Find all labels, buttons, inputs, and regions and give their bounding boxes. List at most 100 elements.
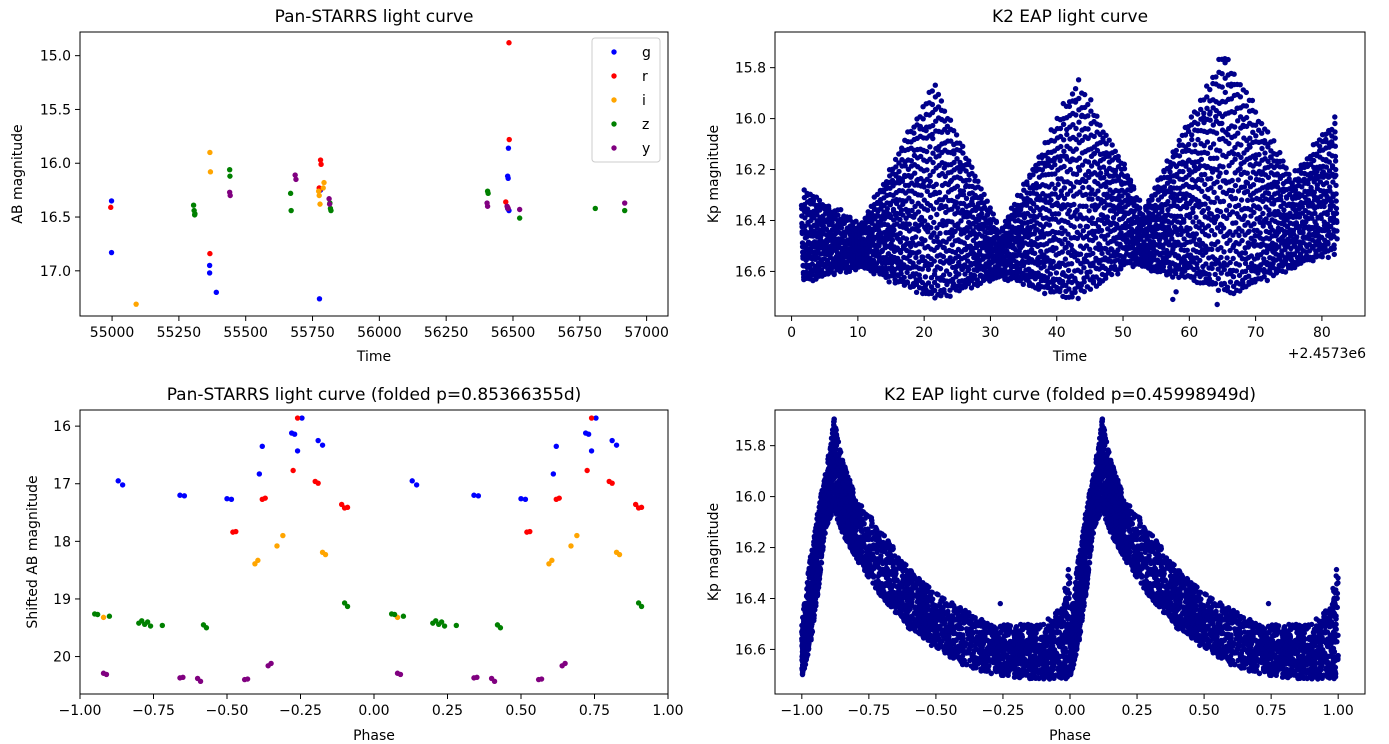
data-point-k2 [1325,241,1331,247]
data-point-k2 [1189,132,1195,138]
data-point-k2 [897,216,903,223]
data-point-k2 [930,168,936,175]
data-point-g [108,249,115,256]
data-point-k2 [1333,166,1339,173]
data-point-k2 [910,260,916,266]
data-point-k2 [1332,120,1338,127]
data-point-r [262,495,268,501]
data-point-k2 [963,195,970,202]
data-point-k2 [1227,279,1234,285]
data-point-k2 [1205,205,1211,212]
data-point-k2 [831,271,837,278]
x-tick-label: 80 [1313,325,1331,341]
data-point-k2 [1171,179,1177,185]
data-point-k2 [911,130,917,136]
data-point-k2 [1072,289,1078,295]
data-point-k2 [925,229,931,235]
data-point-r [584,467,590,474]
data-point-k2 [1223,169,1229,175]
x-axis-label: Time [1052,349,1087,365]
data-point-k2 [993,219,1000,226]
data-point-k2 [927,144,933,150]
data-point-k2 [897,249,904,256]
data-point-g [228,496,235,502]
data-point-k2 [1180,168,1186,175]
data-point-y [516,206,523,213]
data-point-k2 [1332,114,1338,120]
data-point-y [562,660,568,667]
data-point-k2 [973,244,980,251]
data-point-g [553,443,559,449]
data-point-k2 [956,271,962,277]
data-point-y [180,674,186,680]
data-point-k2 [1238,142,1244,148]
data-point-g [294,448,301,454]
data-point-r [506,40,512,46]
data-point-r [108,204,114,211]
data-point-k2 [1332,135,1338,141]
data-point-k2 [938,98,945,104]
data-point-k2 [1256,151,1262,158]
data-point-k2 [1204,150,1211,156]
data-point-z [638,603,645,610]
y-tick-label: 15.8 [735,61,766,77]
data-point-k2 [826,206,832,212]
data-point-z [203,625,210,631]
data-point-r [233,528,239,535]
data-point-k2 [1053,270,1060,276]
data-point-k2 [893,164,899,170]
data-point-k2 [978,186,984,192]
data-point-k2 [1137,205,1143,211]
data-point-k2 [1247,144,1253,150]
data-point-i [316,192,322,199]
data-point-k2 [1061,137,1067,143]
data-point-k2 [1060,121,1067,128]
data-point-k2 [1243,103,1250,109]
data-point-k2 [1271,138,1277,144]
data-point-k2 [1264,277,1271,284]
data-point-k2 [1259,177,1266,184]
data-point-i [133,301,139,307]
data-point-z [453,622,460,629]
legend-label-y: y [642,141,650,157]
data-point-k2 [960,150,966,156]
data-point-k2 [909,199,915,205]
data-point-k2 [932,82,938,88]
data-point-k2 [919,266,925,272]
data-point-k2 [1217,170,1223,176]
data-point-k2 [915,209,922,215]
data-point-k2 [1252,109,1259,115]
data-point-k2 [1209,246,1215,252]
data-point-r [527,528,533,535]
data-point-k2 [920,116,926,122]
data-point-k2 [1334,236,1340,242]
data-point-y [244,676,251,682]
x-tick-label: 0.75 [579,703,610,719]
data-point-k2 [1236,232,1242,239]
y-tick-label: 16.0 [735,112,766,128]
data-point-k2 [1233,220,1239,226]
data-point-r [290,467,296,474]
data-point-k2 [1055,181,1061,188]
data-point-k2 [1081,265,1087,271]
data-point-k2 [1253,133,1259,139]
chart-title: K2 EAP light curve (folded p=0.45998949d… [884,385,1256,405]
data-point-k2 [1131,186,1137,192]
data-point-g [291,431,298,437]
data-point-k2 [1237,82,1243,88]
data-point-k2 [1332,158,1339,164]
data-point-k2 [1109,271,1115,278]
data-point-k2 [906,221,912,227]
data-point-k2 [1232,124,1238,130]
data-point-k2 [906,195,912,201]
data-point-k2 [1103,275,1109,281]
data-point-i [280,532,286,539]
data-point-k2 [929,101,936,108]
data-point-k2 [1217,209,1224,215]
y-tick-label: 15.0 [40,49,71,65]
data-point-g [409,478,415,484]
data-point-z [159,622,166,629]
legend-marker-r [611,73,617,79]
chart-title: Pan-STARRS light curve [275,7,474,27]
data-point-i [100,614,107,621]
